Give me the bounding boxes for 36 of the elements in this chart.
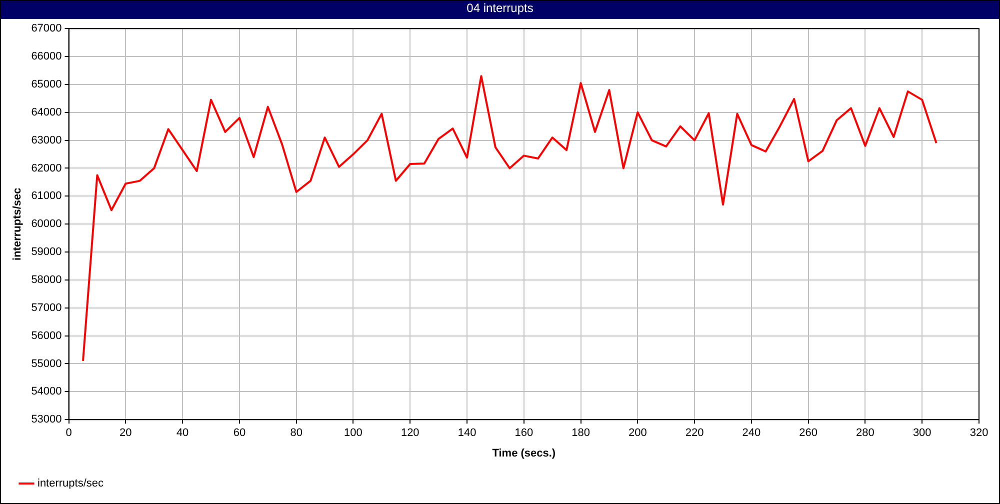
- y-tick-label: 65000: [31, 78, 62, 90]
- legend-label: interrupts/sec: [38, 478, 104, 490]
- y-tick-label: 61000: [31, 190, 62, 202]
- y-tick-label: 58000: [31, 274, 62, 286]
- y-tick-label: 55000: [31, 358, 62, 370]
- x-tick-label: 60: [233, 427, 246, 440]
- x-tick-label: 120: [400, 427, 420, 440]
- x-tick-label: 160: [514, 427, 534, 440]
- x-tick-label: 80: [290, 427, 302, 440]
- x-tick-label: 100: [344, 427, 362, 440]
- y-tick-label: 62000: [31, 162, 62, 174]
- x-axis-title: Time (secs.): [492, 447, 556, 460]
- y-tick-label: 53000: [31, 414, 62, 426]
- y-tick-label: 66000: [31, 50, 62, 63]
- x-tick-label: 180: [572, 427, 590, 440]
- x-tick-label: 300: [912, 427, 932, 440]
- y-tick-label: 59000: [31, 246, 62, 258]
- y-tick-label: 57000: [31, 302, 62, 314]
- y-tick-label: 60000: [31, 218, 62, 230]
- x-tick-label: 320: [970, 427, 988, 440]
- y-tick-label: 64000: [31, 106, 62, 118]
- x-tick-label: 20: [120, 427, 132, 440]
- x-tick-label: 240: [742, 427, 761, 440]
- x-tick-label: 40: [176, 427, 189, 440]
- y-tick-label: 67000: [31, 22, 62, 35]
- y-axis-title: interrupts/sec: [12, 188, 24, 260]
- x-tick-label: 220: [685, 427, 704, 440]
- y-tick-label: 54000: [31, 386, 62, 398]
- x-tick-label: 0: [66, 427, 72, 440]
- x-tick-label: 260: [799, 427, 818, 440]
- y-tick-label: 63000: [31, 134, 62, 146]
- x-tick-label: 140: [458, 427, 476, 440]
- x-tick-label: 280: [856, 427, 874, 440]
- x-tick-label: 200: [628, 427, 647, 440]
- chart-title: 04 interrupts: [1, 1, 999, 19]
- y-tick-label: 56000: [31, 330, 62, 342]
